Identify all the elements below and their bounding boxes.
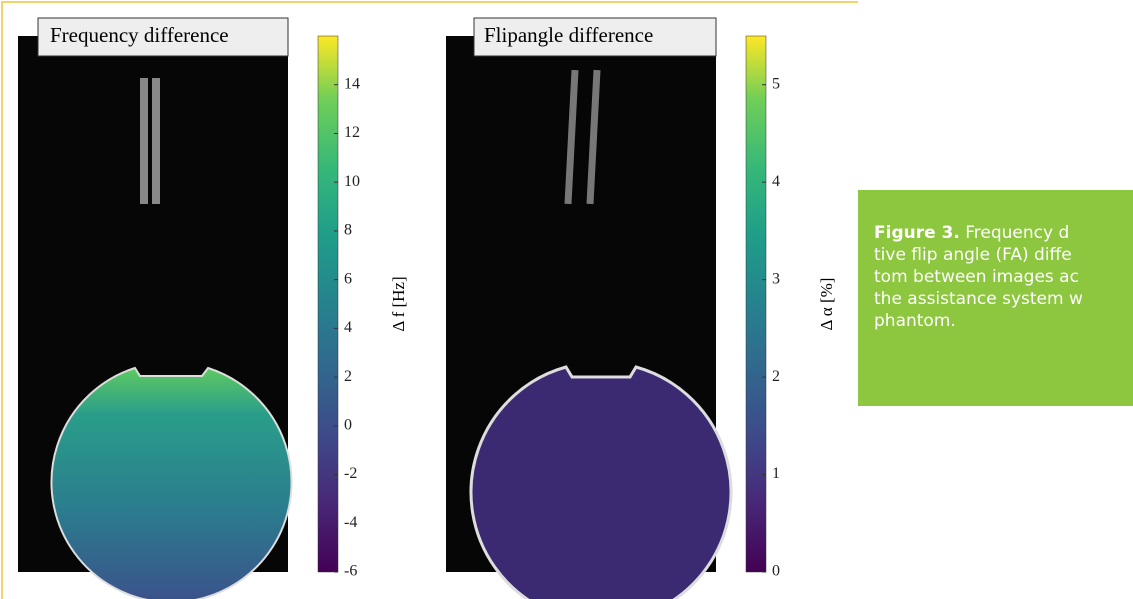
phantom — [469, 365, 733, 599]
caption-label: Figure 3. — [874, 223, 960, 243]
colorbar — [317, 35, 339, 573]
tick-label: 2 — [344, 368, 352, 385]
tick-label: 4 — [772, 173, 780, 190]
figure: Frequency difference Flipangle differenc… — [1, 1, 858, 599]
tick-label: 10 — [344, 173, 360, 190]
caption-line: phantom. — [874, 311, 956, 331]
title-box — [37, 17, 289, 57]
tick-label: 6 — [344, 270, 352, 287]
tick-label: 3 — [772, 270, 780, 287]
title-box — [473, 17, 717, 57]
tube — [586, 69, 601, 205]
tick-label: -4 — [344, 514, 357, 531]
panel-title: Flipangle difference — [484, 23, 653, 47]
colorbar-label: Δ α [%] — [817, 278, 836, 331]
tick-label: -6 — [344, 563, 357, 580]
page-border — [1, 1, 858, 599]
colorbar-label: Δ f [Hz] — [389, 276, 408, 331]
colorbar — [745, 35, 767, 573]
caption-line: tive flip angle (FA) diffe — [874, 245, 1072, 265]
tick-label: 14 — [344, 75, 360, 92]
tube — [564, 69, 579, 205]
phantom — [50, 366, 293, 599]
panel-title: Frequency difference — [50, 23, 229, 47]
tick-label: 8 — [344, 222, 352, 239]
tick-label: 4 — [344, 319, 352, 336]
tick-label: 5 — [772, 75, 780, 92]
tick-label: 1 — [772, 465, 780, 482]
caption: Figure 3. Frequency d tive flip angle (FA… — [858, 190, 1133, 406]
tick-label: 0 — [772, 563, 780, 580]
caption-line: tom between images ac — [874, 267, 1079, 287]
tick-label: -2 — [344, 465, 357, 482]
tube — [152, 78, 160, 204]
tube — [140, 78, 148, 204]
tick-label: 2 — [772, 368, 780, 385]
tick-label: 12 — [344, 124, 360, 141]
caption-line: the assistance system w — [874, 289, 1083, 309]
tick-label: 0 — [344, 416, 352, 433]
caption-line: Frequency d — [965, 223, 1070, 243]
